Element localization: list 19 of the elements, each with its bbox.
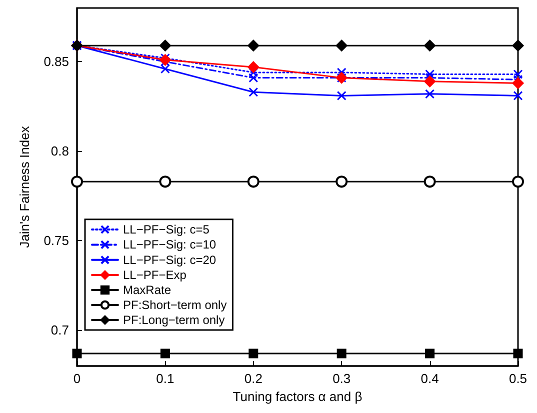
legend-label: LL−PF−Sig: c=10: [123, 238, 216, 252]
legend-label: LL−PF−Sig: c=20: [123, 252, 216, 267]
y-tick-label: 0.85: [44, 54, 69, 70]
y-axis-title: Jain's Fairness Index: [17, 126, 32, 248]
legend-label: LL−PF−Sig: c=5: [123, 222, 210, 236]
x-tick-label: 0.4: [420, 371, 439, 386]
x-tick-label: 0: [73, 371, 81, 386]
x-axis-title: Tuning factors α and β: [232, 388, 362, 404]
legend-label: MaxRate: [123, 283, 172, 297]
legend-label: PF:Long−term only: [123, 313, 225, 327]
y-tick-label: 0.8: [50, 144, 69, 159]
x-tick-label: 0.1: [156, 371, 174, 386]
x-tick-label: 0.3: [332, 371, 351, 386]
x-tick-label: 0.2: [244, 371, 262, 386]
legend-label: PF:Short−term only: [123, 298, 227, 312]
x-tick-label: 0.5: [508, 371, 528, 386]
legend-label: LL−PF−Exp: [123, 268, 187, 282]
y-tick-label: 0.75: [44, 233, 69, 248]
y-tick-label: 0.7: [50, 322, 69, 338]
